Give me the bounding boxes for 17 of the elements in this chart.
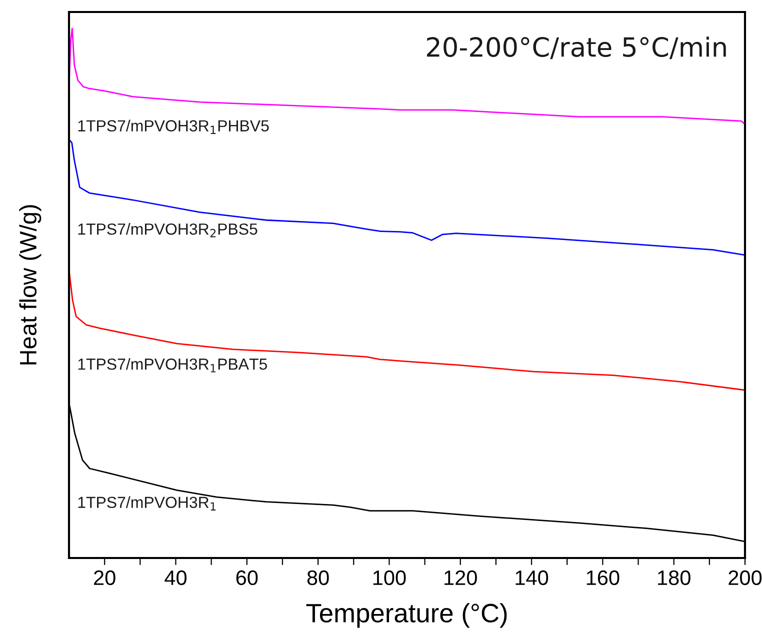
series-label: 1TPS7/mPVOH3R$_{1}$PBAT5: [78, 358, 267, 372]
annotation: 20-200°C/rate 5°C/min: [427, 36, 726, 60]
x-tick-label: 20: [94, 570, 116, 586]
x-axis-title: Temperature (°C): [306, 603, 507, 628]
series-label: 1TPS7/mPVOH3R$_{2}$PBS5: [78, 223, 258, 238]
x-tick-label: 100: [373, 570, 406, 586]
x-tick-label: 180: [658, 570, 690, 586]
x-tick-label: 60: [236, 570, 258, 586]
series-label: 1TPS7/mPVOH3R$_{1}$PHBV5: [78, 120, 269, 134]
x-tick-label: 200: [728, 570, 762, 586]
x-tick-label: 80: [307, 570, 329, 586]
x-tick-label: 40: [164, 570, 187, 586]
x-tick-label: 140: [516, 570, 548, 586]
x-tick-label: 160: [586, 570, 620, 586]
x-tick-label: 120: [444, 570, 477, 586]
y-axis-title: Heat flow (W/g): [19, 205, 42, 364]
series-label: 1TPS7/mPVOH3R$_{1}$: [78, 496, 216, 510]
